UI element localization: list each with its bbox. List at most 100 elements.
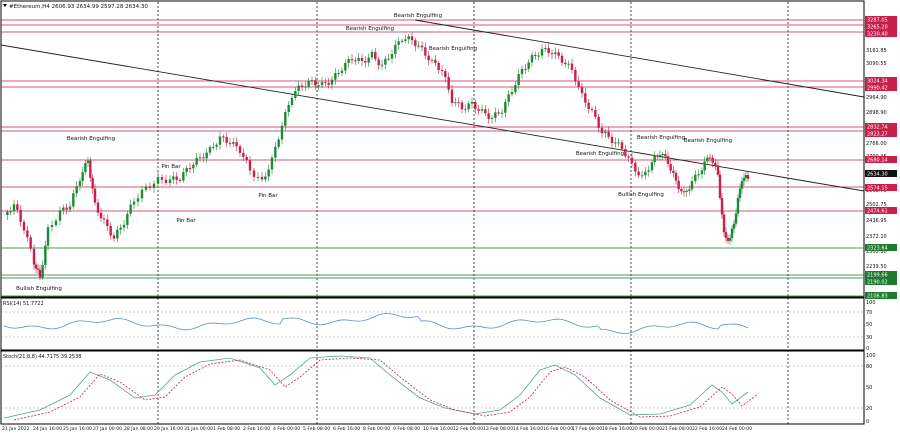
- candle-body: [477, 109, 480, 111]
- candle-body: [310, 80, 314, 82]
- candle-body: [656, 155, 659, 157]
- candle-body: [474, 101, 477, 110]
- candle-body: [300, 85, 304, 87]
- candle-body: [624, 149, 627, 157]
- pattern-label: Bearish Engulfing: [637, 135, 685, 141]
- candle-body: [697, 174, 700, 176]
- candle-body: [160, 177, 164, 180]
- candle-body: [500, 112, 504, 114]
- trend-channel[interactable]: [0, 19, 865, 192]
- candle-body: [16, 204, 19, 210]
- candle-body: [567, 63, 570, 65]
- candle-body: [178, 179, 182, 181]
- candle-body: [690, 181, 694, 190]
- candle-body: [208, 147, 212, 153]
- candle-body: [457, 102, 460, 104]
- candle-body: [417, 45, 420, 47]
- candle-body: [9, 211, 12, 213]
- candle-body: [96, 202, 100, 213]
- level-tag-text: 2832.74: [867, 125, 888, 131]
- candle-body: [666, 156, 670, 164]
- candle-body: [347, 59, 350, 63]
- candle-body: [644, 171, 647, 176]
- candle-body: [669, 163, 672, 171]
- candle-body: [600, 127, 604, 134]
- candle-body: [718, 174, 722, 198]
- candle-body: [547, 48, 550, 54]
- candle-body: [367, 57, 370, 63]
- candle-body: [126, 213, 129, 225]
- time-tick: 20 Feb 00:00: [632, 426, 662, 432]
- candle-body: [504, 101, 507, 113]
- candle-body: [540, 48, 544, 56]
- candle-body: [404, 39, 407, 41]
- candle-body: [420, 45, 424, 48]
- rsi-pane[interactable]: [0, 297, 865, 351]
- candle-body: [264, 176, 267, 180]
- level-tag: [865, 16, 897, 23]
- level-tag: [865, 156, 897, 163]
- candle-body: [537, 55, 540, 57]
- candle-body: [688, 189, 691, 191]
- candle-body: [58, 210, 62, 221]
- candle-body: [740, 180, 744, 189]
- candle-body: [175, 176, 178, 180]
- candle-body: [487, 113, 490, 119]
- price-tick: 3090.55: [866, 61, 887, 67]
- level-tag-text: 3265.20: [867, 25, 888, 31]
- candle-body: [703, 161, 706, 171]
- candle-body: [607, 131, 610, 137]
- stochastic-indicator: Stoch(21,8,8) 44.7175 39.2538 100 80 50 …: [1, 353, 876, 425]
- candle-body: [387, 58, 390, 60]
- candle-body: [168, 179, 172, 183]
- candle-body: [320, 82, 324, 86]
- level-tag-text: 2474.61: [867, 209, 888, 215]
- stoch-tick: 80: [866, 364, 872, 370]
- candle-body: [212, 146, 215, 148]
- candle-body: [228, 142, 232, 144]
- candle-body: [267, 169, 270, 177]
- candle-body: [370, 52, 374, 58]
- candle-body: [610, 136, 614, 143]
- candle-body: [744, 175, 748, 178]
- candle-body: [225, 136, 228, 143]
- level-tag-text: 2574.15: [867, 186, 888, 192]
- candle-body: [437, 62, 440, 70]
- candle-body: [658, 154, 662, 156]
- candle-body: [215, 144, 218, 147]
- candle-body: [132, 201, 136, 205]
- candle-body: [232, 142, 235, 144]
- candle-body: [397, 41, 400, 45]
- level-tag-text: 3287.05: [867, 18, 888, 24]
- candle-body: [188, 167, 192, 169]
- candle-body: [148, 186, 152, 189]
- candle-body: [507, 94, 510, 102]
- dropdown-arrow-icon[interactable]: [3, 4, 7, 7]
- candle-body: [122, 224, 126, 228]
- candle-body: [724, 232, 728, 238]
- candle-body: [68, 206, 72, 210]
- candle-body: [245, 157, 248, 161]
- candle-body: [195, 157, 198, 165]
- time-tick: 10 Feb 16:00: [423, 426, 453, 432]
- time-tick: 16 Feb 00:00: [543, 426, 573, 432]
- candle-body: [440, 69, 444, 72]
- candle-body: [634, 162, 637, 172]
- candle-body: [580, 86, 584, 94]
- candle-body: [434, 59, 437, 63]
- time-tick: 24 Feb 00:00: [722, 426, 752, 432]
- stoch-pane[interactable]: [0, 350, 865, 425]
- symbol-header[interactable]: #Ethereum,H4 2606.93 2634.99 2597.28 263…: [3, 4, 148, 10]
- price-tick: 2898.90: [866, 110, 887, 116]
- candle-body: [544, 48, 547, 50]
- candle-body: [732, 223, 736, 229]
- candle-body: [714, 162, 717, 166]
- candle-body: [112, 235, 116, 239]
- level-tag: [865, 278, 897, 285]
- candle-body: [116, 229, 119, 239]
- candle-body: [36, 268, 40, 270]
- candle-body: [738, 188, 742, 198]
- candle-body: [734, 213, 738, 224]
